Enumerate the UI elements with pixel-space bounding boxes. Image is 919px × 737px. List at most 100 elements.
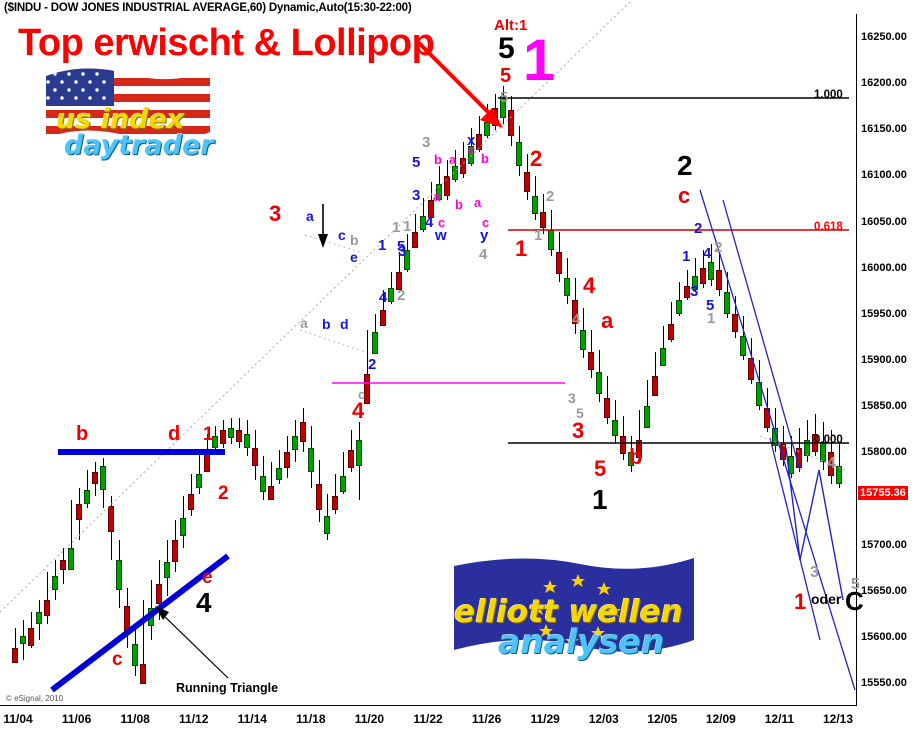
price-tick: 16250.00 xyxy=(861,31,907,44)
candle-body xyxy=(524,172,530,192)
price-tick: 16200.00 xyxy=(861,77,907,90)
wave-label: c xyxy=(338,227,346,243)
wave-label: 1 xyxy=(682,248,691,265)
alt-degree-5-black: 5 xyxy=(498,32,515,65)
candle-body xyxy=(100,466,106,490)
candle-body xyxy=(12,648,18,663)
candle xyxy=(52,560,58,600)
candle-body xyxy=(84,490,90,504)
candle-body xyxy=(564,278,570,296)
candle xyxy=(108,496,114,560)
candle xyxy=(724,272,730,318)
candle-wick xyxy=(654,352,656,394)
candle xyxy=(412,214,418,248)
candle xyxy=(604,376,610,424)
wave-label: 4 xyxy=(827,455,836,472)
wave-label: d xyxy=(340,316,349,332)
date-axis[interactable]: 11/04 11/06 11/08 11/12 11/14 11/18 11/20 11/22… xyxy=(0,710,857,737)
price-tick: 15650.00 xyxy=(861,584,907,597)
price-tick: 15800.00 xyxy=(861,446,907,459)
date-tick: 12/09 xyxy=(705,712,736,726)
candle xyxy=(252,430,258,480)
candle-body xyxy=(796,448,802,468)
candle xyxy=(68,500,74,570)
candle-body xyxy=(692,276,698,290)
candle xyxy=(28,612,34,648)
wave-label: e xyxy=(202,567,213,588)
candle-wick xyxy=(638,410,640,458)
candle-body xyxy=(36,612,42,624)
wave-label: b xyxy=(434,152,442,167)
us-index-daytrader-logo: us index daytrader xyxy=(38,58,218,176)
candle xyxy=(268,462,274,500)
candle xyxy=(292,420,298,462)
candle xyxy=(460,142,466,178)
candle-body xyxy=(340,476,346,492)
candle xyxy=(740,316,746,360)
candle-body xyxy=(20,636,26,644)
candle xyxy=(220,420,226,448)
candle-body xyxy=(740,336,746,356)
candle xyxy=(44,572,50,624)
wave-label: 4 xyxy=(703,245,712,262)
candle xyxy=(276,450,282,484)
candle-body xyxy=(676,300,682,314)
date-tick: 12/05 xyxy=(647,712,678,726)
wave-label: 3 xyxy=(810,564,819,581)
wave-label: e xyxy=(350,249,358,265)
candle xyxy=(180,496,186,548)
candle-body xyxy=(716,270,722,290)
wave-label: 5 xyxy=(500,89,509,106)
candle xyxy=(260,456,266,500)
candle-body xyxy=(476,134,482,150)
wave-label: b xyxy=(350,232,359,248)
candle-body xyxy=(172,540,178,562)
wave-label: 4 xyxy=(379,289,388,306)
candle xyxy=(372,314,378,354)
candle xyxy=(140,600,146,684)
wave-label: d xyxy=(168,423,181,445)
candle-body xyxy=(748,358,754,380)
candle-body xyxy=(180,518,186,536)
candle-body xyxy=(220,430,226,444)
candle-wick xyxy=(670,302,672,342)
wave-label: c xyxy=(468,142,476,157)
candle-body xyxy=(724,292,730,314)
candle-body xyxy=(556,252,562,274)
fib-label-1000: 1.000 xyxy=(814,89,843,101)
candle xyxy=(244,420,250,456)
candle-body xyxy=(316,484,322,510)
candle xyxy=(60,548,66,584)
wave-label: 2 xyxy=(714,239,723,256)
alt-degree-1-magenta: 1 xyxy=(523,28,556,93)
date-tick: 11/18 xyxy=(296,712,326,726)
wave-label: a xyxy=(601,308,614,333)
candle xyxy=(164,540,170,596)
candle xyxy=(340,452,346,494)
headline-text: Top erwischt & Lollipop xyxy=(18,22,435,64)
candle-wick xyxy=(646,380,648,424)
candle-body xyxy=(612,420,618,436)
wave-label: 3 xyxy=(568,390,576,406)
candle xyxy=(84,470,90,508)
fib-label-0618: 0.618 xyxy=(814,221,843,233)
candle-body xyxy=(140,664,146,684)
price-tick: 16150.00 xyxy=(861,123,907,136)
candle xyxy=(316,460,322,522)
candle-body xyxy=(804,440,810,456)
candle-body xyxy=(772,428,778,446)
candle xyxy=(36,600,42,640)
candle-body xyxy=(260,476,266,492)
candle xyxy=(92,462,98,496)
candle-body xyxy=(836,466,842,484)
candle-body xyxy=(116,560,122,590)
price-axis[interactable]: 16250.00 16200.00 16150.00 16100.00 16050.00… xyxy=(858,14,919,706)
candle xyxy=(196,452,202,494)
wave-label: 5 xyxy=(594,456,607,481)
candle-body xyxy=(92,472,98,484)
date-tick: 12/03 xyxy=(588,712,619,726)
elliott-wellen-analysen-logo: elliott wellen analysen xyxy=(432,552,712,674)
candle xyxy=(612,400,618,444)
wave-label: b xyxy=(455,197,463,212)
logo-ewa-line2: analysen xyxy=(498,622,665,661)
